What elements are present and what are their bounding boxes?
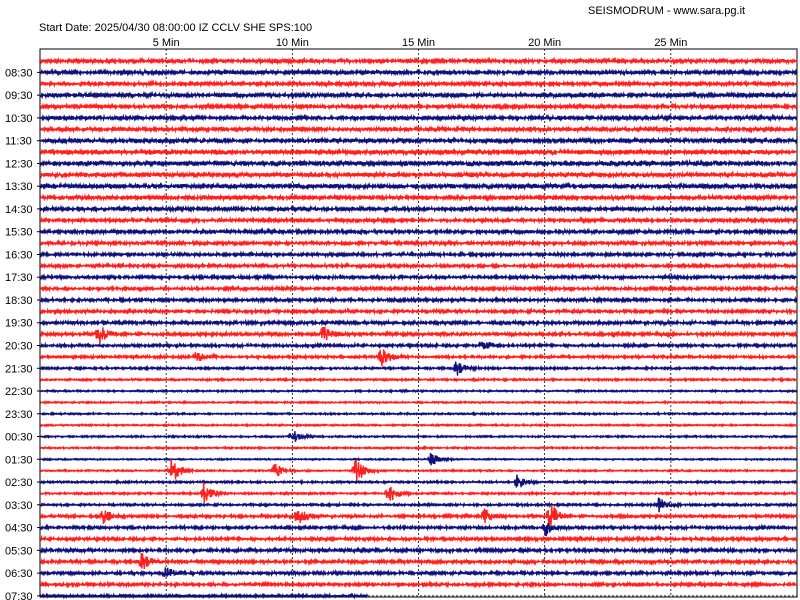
hour-label: 18:30 xyxy=(5,295,33,307)
trace-line xyxy=(39,147,798,157)
hour-label: 03:30 xyxy=(5,500,33,512)
trace-line xyxy=(40,410,798,417)
hour-label: 09:30 xyxy=(5,90,33,102)
trace-line xyxy=(39,523,798,537)
hour-label: 12:30 xyxy=(5,158,33,170)
trace-line xyxy=(39,474,798,488)
trace-line xyxy=(39,580,798,589)
hour-label: 19:30 xyxy=(5,318,33,330)
trace-line xyxy=(39,326,798,345)
hour-label: 23:30 xyxy=(5,409,33,421)
trace-line xyxy=(39,349,798,367)
hour-label: 05:30 xyxy=(5,545,33,557)
trace-line xyxy=(39,307,798,316)
trace-line xyxy=(39,113,798,123)
minute-tick-label: 10 Min xyxy=(276,37,309,49)
chart-title: SEISMODRUM - www.sara.pg.it xyxy=(588,5,746,17)
trace-line xyxy=(39,318,798,328)
trace-line xyxy=(39,272,798,282)
trace-line xyxy=(39,422,798,428)
hour-label: 17:30 xyxy=(5,272,33,284)
trace-line xyxy=(39,102,798,112)
hour-label: 14:30 xyxy=(5,204,33,216)
trace-line xyxy=(39,124,798,134)
hour-label: 16:30 xyxy=(5,249,33,261)
trace-line xyxy=(39,158,798,169)
trace-line xyxy=(39,546,798,555)
trace-line xyxy=(39,592,369,600)
hour-label: 01:30 xyxy=(5,454,33,466)
start-date-label: Start Date: 2025/04/30 08:00:00 IZ CCLV … xyxy=(39,22,313,34)
trace-line xyxy=(39,67,798,78)
trace-line xyxy=(39,56,798,66)
trace-line xyxy=(39,497,798,513)
hour-label: 21:30 xyxy=(5,363,33,375)
hour-label: 22:30 xyxy=(5,386,33,398)
trace-line xyxy=(39,170,798,180)
trace-line xyxy=(39,193,798,203)
hour-label: 07:30 xyxy=(5,591,33,600)
trace-line xyxy=(40,284,798,293)
trace-line xyxy=(39,534,798,544)
trace-line xyxy=(39,295,798,305)
trace-line xyxy=(40,388,798,394)
minute-tick-label: 20 Min xyxy=(528,37,561,49)
trace-line xyxy=(39,90,798,100)
trace-line xyxy=(39,567,798,578)
trace-line xyxy=(39,250,798,259)
trace-line xyxy=(39,361,798,376)
trace-line xyxy=(39,181,798,191)
trace-line xyxy=(39,482,798,504)
trace-line xyxy=(39,504,798,528)
trace-line xyxy=(40,136,798,146)
trace-line xyxy=(39,399,798,406)
trace-line xyxy=(39,376,798,383)
minute-tick-label: 25 Min xyxy=(654,37,687,49)
hour-label: 08:30 xyxy=(5,67,33,79)
hour-label: 00:30 xyxy=(5,432,33,444)
trace-line xyxy=(39,341,798,350)
hour-label: 15:30 xyxy=(5,227,33,239)
trace-line xyxy=(39,238,798,248)
minute-tick-label: 15 Min xyxy=(402,37,435,49)
trace-line xyxy=(40,431,798,442)
hour-label: 10:30 xyxy=(5,113,33,125)
hour-label: 06:30 xyxy=(5,568,33,580)
trace-line xyxy=(39,458,798,482)
hour-label: 11:30 xyxy=(5,136,32,148)
trace-line xyxy=(40,452,798,466)
trace-line xyxy=(39,261,798,271)
hour-label: 04:30 xyxy=(5,523,33,535)
hour-label: 02:30 xyxy=(5,477,33,489)
minute-tick-label: 5 Min xyxy=(153,37,180,49)
trace-line xyxy=(39,215,798,225)
trace-line xyxy=(39,445,798,451)
hour-label: 20:30 xyxy=(5,341,33,353)
trace-line xyxy=(39,204,798,214)
trace-line xyxy=(39,227,798,237)
trace-line xyxy=(39,79,798,89)
hour-label: 13:30 xyxy=(5,181,33,193)
trace-line xyxy=(39,553,798,570)
